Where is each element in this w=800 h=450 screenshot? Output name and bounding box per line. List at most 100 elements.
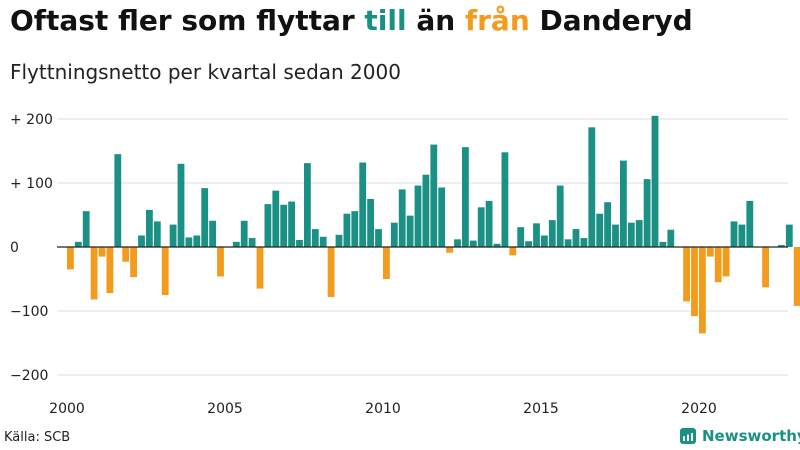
bar-positive bbox=[351, 211, 359, 247]
y-tick-label: + 200 bbox=[10, 112, 53, 128]
bar-positive bbox=[667, 229, 675, 247]
bar-positive bbox=[185, 237, 193, 247]
bar-positive bbox=[438, 187, 446, 247]
title-part-3: Danderyd bbox=[529, 4, 693, 37]
bar-positive bbox=[501, 152, 509, 247]
bar-positive bbox=[343, 213, 351, 247]
bar-positive bbox=[264, 204, 272, 247]
bar-negative bbox=[130, 247, 137, 278]
bar-positive bbox=[604, 202, 611, 247]
bar-positive bbox=[193, 235, 201, 247]
bar-positive bbox=[114, 154, 122, 247]
bar-positive bbox=[430, 144, 438, 247]
chart-title: Oftast fler som flyttar till än från Dan… bbox=[10, 4, 693, 37]
bar-negative bbox=[699, 247, 706, 334]
bar-positive bbox=[485, 200, 493, 247]
bar-positive bbox=[612, 224, 619, 247]
bar-negative bbox=[691, 247, 698, 317]
bar-positive bbox=[746, 200, 754, 247]
bar-negative bbox=[706, 247, 714, 257]
bar-negative bbox=[714, 247, 722, 283]
bar-negative bbox=[683, 247, 690, 302]
bar-positive bbox=[517, 227, 525, 247]
title-part-2: än bbox=[406, 4, 465, 37]
bar-positive bbox=[422, 174, 430, 247]
y-tick-label: −200 bbox=[10, 368, 48, 384]
title-word-fran: från bbox=[464, 4, 530, 37]
bar-negative bbox=[509, 247, 517, 256]
bar-positive bbox=[541, 235, 548, 247]
bar-positive bbox=[209, 220, 216, 247]
bar-negative bbox=[98, 247, 106, 257]
x-tick-label: 2010 bbox=[365, 401, 401, 417]
source-note: Källa: SCB bbox=[4, 430, 71, 445]
bar-positive bbox=[406, 215, 414, 247]
bar-negative bbox=[256, 247, 264, 289]
bar-positive bbox=[596, 213, 604, 247]
y-tick-label: −100 bbox=[10, 304, 48, 320]
bar-positive bbox=[169, 224, 177, 247]
bar-positive bbox=[564, 239, 572, 247]
bar-positive bbox=[296, 239, 303, 247]
title-word-till: till bbox=[364, 4, 407, 37]
bar-positive bbox=[367, 199, 374, 247]
bar-positive bbox=[620, 160, 627, 247]
bar-positive bbox=[138, 235, 145, 247]
bar-positive bbox=[390, 222, 398, 247]
bar-negative bbox=[383, 247, 390, 279]
bar-chart-icon bbox=[680, 428, 696, 444]
x-tick-label: 2020 bbox=[681, 401, 717, 417]
bar-positive bbox=[311, 229, 319, 247]
y-tick-label: + 100 bbox=[10, 176, 53, 192]
bar-positive bbox=[580, 238, 588, 247]
bar-negative bbox=[722, 247, 730, 277]
x-tick-label: 2005 bbox=[207, 401, 243, 417]
bar-positive bbox=[82, 211, 90, 247]
bar-positive bbox=[359, 162, 367, 247]
bar-positive bbox=[240, 220, 248, 247]
bar-positive bbox=[785, 224, 793, 247]
bar-negative bbox=[446, 247, 453, 253]
bar-positive bbox=[548, 220, 556, 247]
newsworthy-logo: Newsworthy bbox=[680, 427, 800, 445]
bar-positive bbox=[146, 209, 153, 247]
bar-negative bbox=[161, 247, 169, 295]
bar-positive bbox=[533, 223, 540, 247]
bar-negative bbox=[67, 247, 74, 270]
chart-subtitle: Flyttningsnetto per kvartal sedan 2000 bbox=[10, 60, 401, 84]
bar-positive bbox=[525, 241, 532, 247]
bar-positive bbox=[635, 220, 643, 247]
bar-positive bbox=[651, 115, 659, 247]
bar-positive bbox=[272, 190, 280, 247]
bar-positive bbox=[627, 222, 635, 247]
bar-negative bbox=[327, 247, 335, 297]
x-tick-label: 2000 bbox=[49, 401, 85, 417]
bar-negative bbox=[106, 247, 114, 294]
bar-negative bbox=[217, 247, 224, 277]
bar-positive bbox=[248, 238, 256, 247]
bar-positive bbox=[588, 127, 596, 247]
bar-positive bbox=[659, 241, 667, 247]
bar-positive bbox=[414, 185, 422, 247]
bar-positive bbox=[153, 221, 161, 247]
x-tick-label: 2015 bbox=[523, 401, 559, 417]
bar-chart: + 200 + 100 0 −100 −200 2000 2005 2010 2015 2020 bbox=[10, 112, 800, 417]
brand-name: Newsworthy bbox=[702, 427, 800, 445]
bar-positive bbox=[335, 234, 343, 247]
bar-positive bbox=[477, 207, 485, 247]
bar-positive bbox=[74, 241, 82, 247]
bar-positive bbox=[319, 236, 327, 247]
bar-positive bbox=[462, 147, 469, 247]
bar-positive bbox=[398, 189, 406, 247]
title-part-1: Oftast fler som flyttar bbox=[10, 4, 365, 37]
bar-negative bbox=[122, 247, 130, 262]
bar-positive bbox=[493, 243, 501, 247]
bar-positive bbox=[469, 240, 477, 247]
bar-positive bbox=[572, 229, 580, 247]
bar-negative bbox=[90, 247, 98, 300]
bar-positive bbox=[288, 201, 295, 247]
bar-negative bbox=[793, 247, 800, 306]
y-tick-label: 0 bbox=[10, 240, 19, 256]
bar-positive bbox=[556, 185, 564, 247]
bar-positive bbox=[738, 224, 746, 247]
